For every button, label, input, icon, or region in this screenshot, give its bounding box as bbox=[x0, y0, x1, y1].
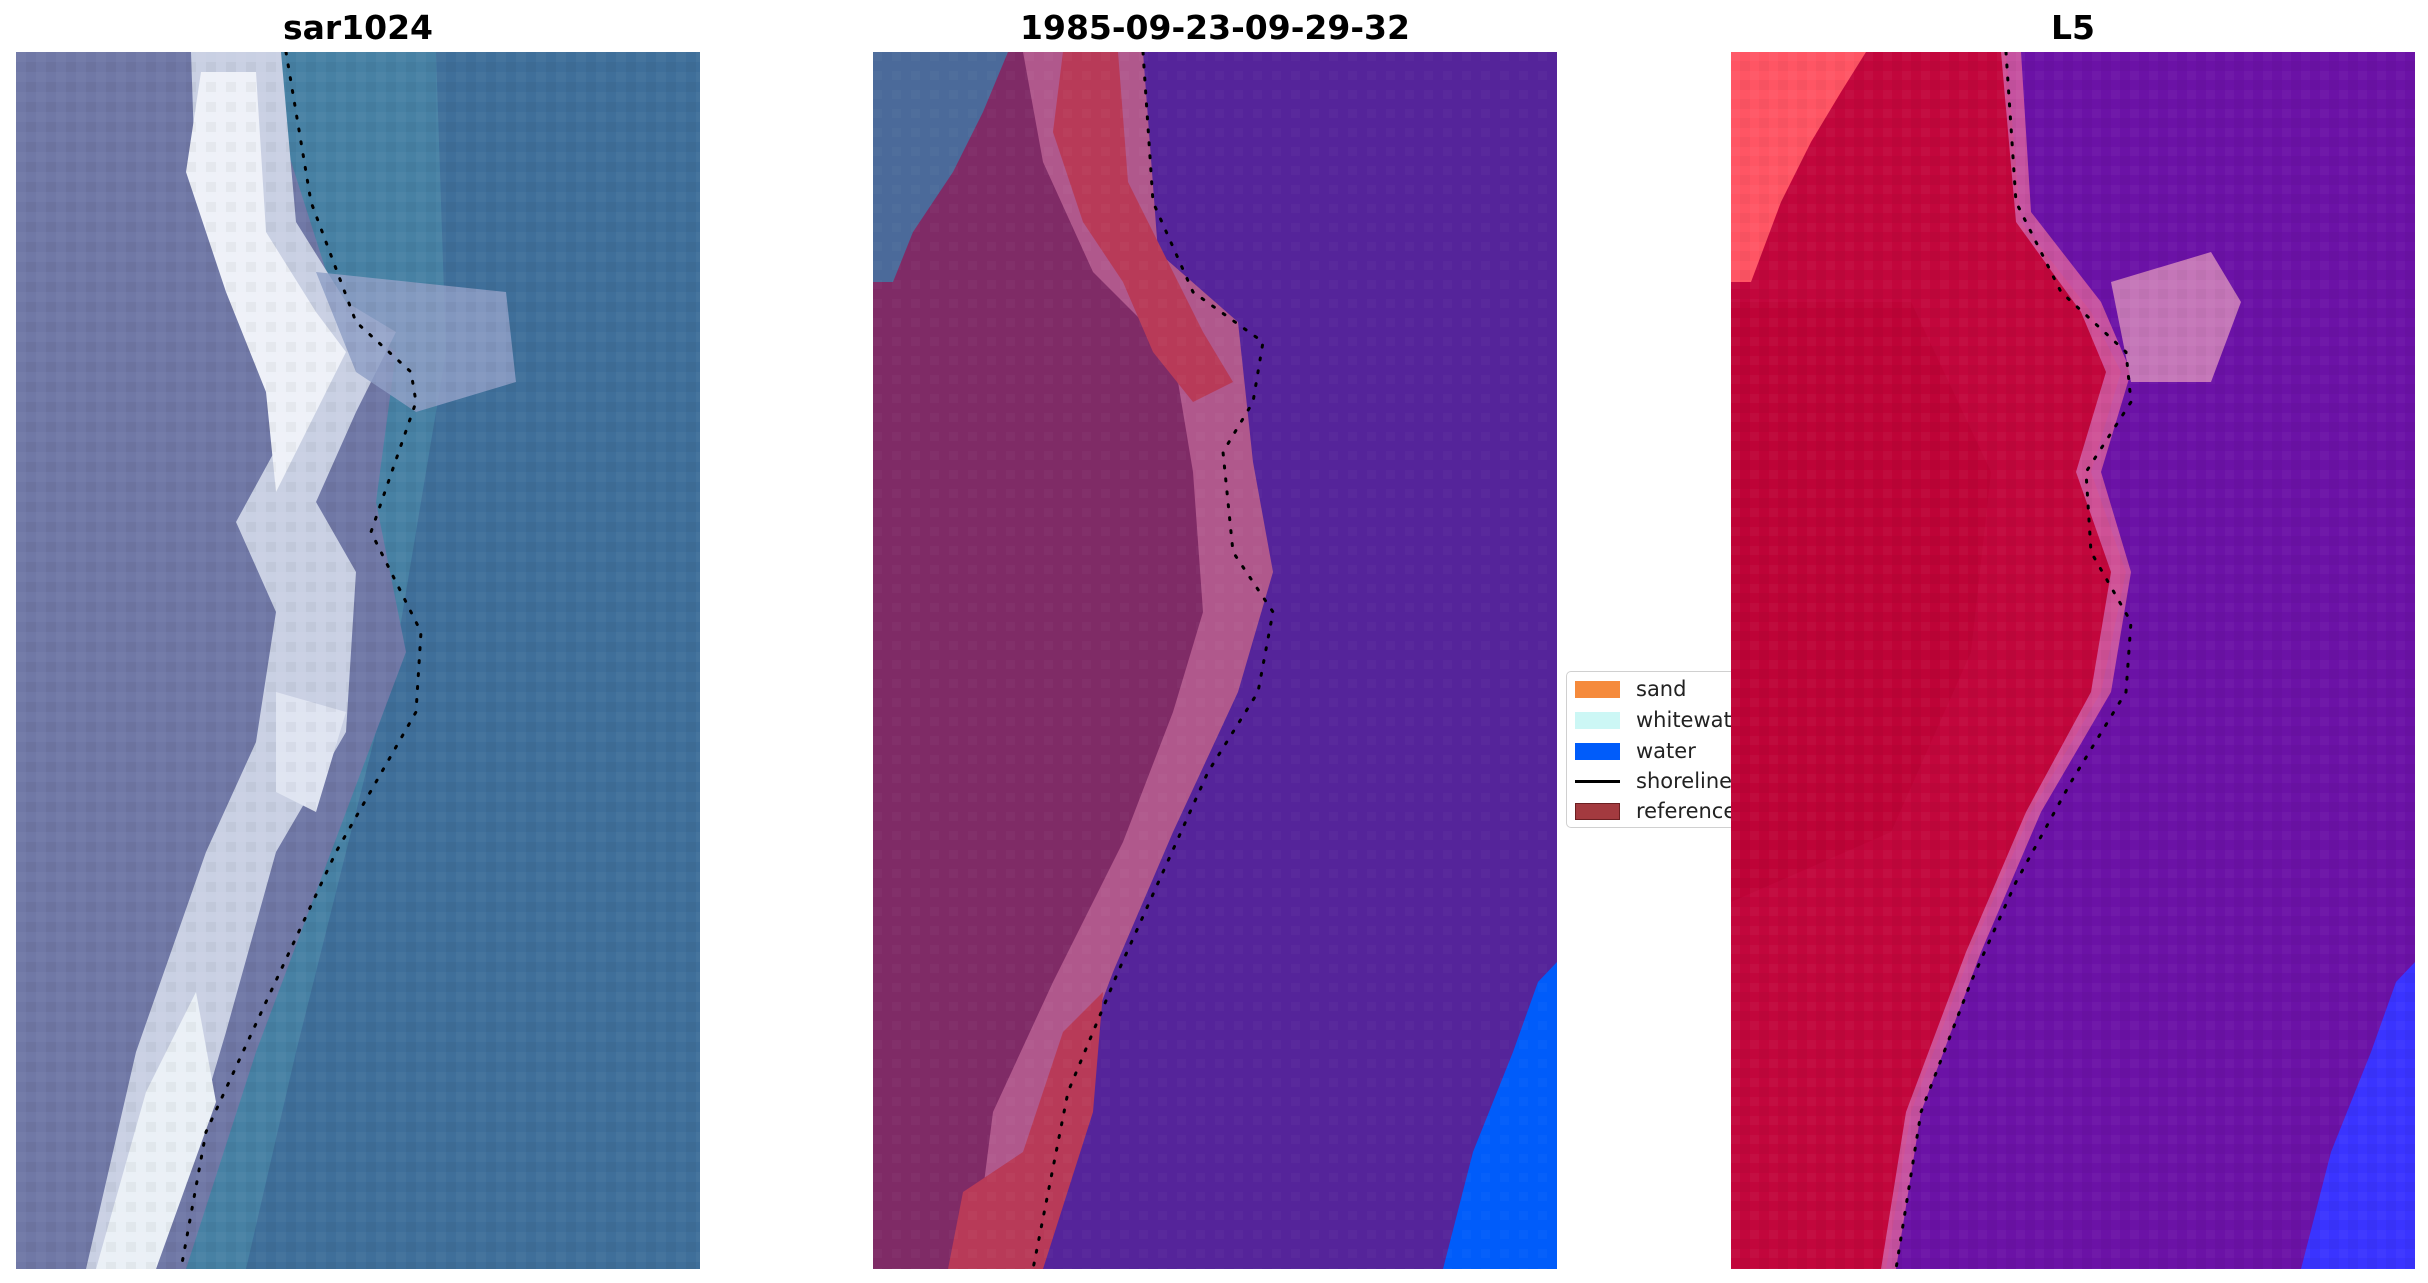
reference-swatch bbox=[1575, 802, 1620, 820]
sand-swatch bbox=[1575, 680, 1620, 698]
panel-title-sar: sar1024 bbox=[282, 8, 434, 47]
sar-image bbox=[16, 52, 700, 1269]
panel-title-l5: L5 bbox=[2051, 8, 2095, 47]
water-swatch bbox=[1575, 742, 1620, 760]
legend-item-reference: reference bbox=[1575, 796, 1736, 826]
shoreline-line-marker bbox=[1575, 779, 1620, 783]
l5-image bbox=[1731, 52, 2415, 1269]
sar-image-panel bbox=[16, 52, 700, 1269]
classification-image bbox=[873, 52, 1557, 1269]
panel-title-date: 1985-09-23-09-29-32 bbox=[1020, 8, 1410, 47]
shoreline-trace-classification bbox=[1031, 52, 1275, 1269]
legend-item-sand: sand bbox=[1575, 674, 1686, 704]
classification-panel bbox=[873, 52, 1557, 1269]
shoreline-trace-l5 bbox=[1894, 52, 2133, 1269]
legend: sand whitewater water shoreline referenc… bbox=[1566, 671, 1756, 828]
shoreline-trace bbox=[179, 52, 423, 1269]
whitewater-swatch bbox=[1575, 711, 1620, 729]
legend-item-shoreline: shoreline bbox=[1575, 766, 1732, 796]
legend-item-water: water bbox=[1575, 736, 1696, 766]
legend-item-whitewater: whitewater bbox=[1575, 705, 1753, 735]
l5-panel bbox=[1731, 52, 2415, 1269]
